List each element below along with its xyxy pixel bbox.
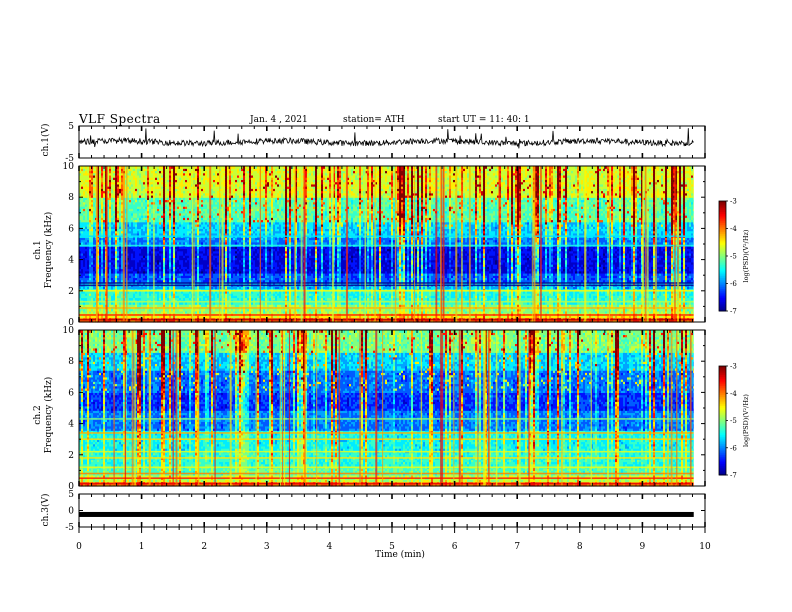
ch1-spectrogram xyxy=(79,166,705,323)
